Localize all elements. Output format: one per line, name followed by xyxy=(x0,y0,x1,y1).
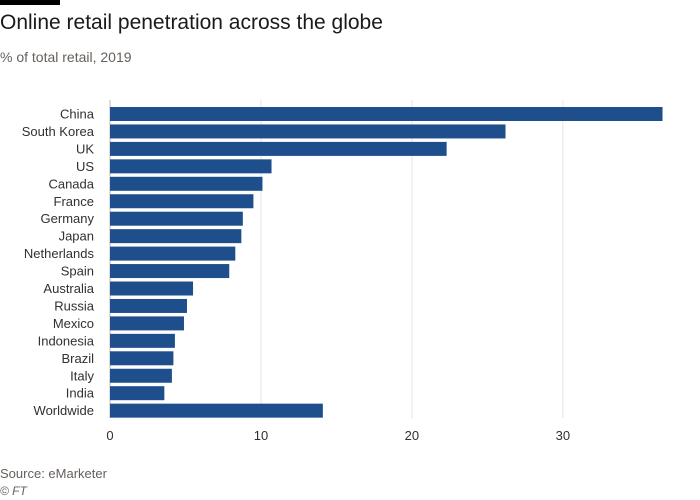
category-label: China xyxy=(60,107,95,122)
category-label: US xyxy=(76,159,94,174)
category-label: India xyxy=(66,386,95,401)
category-label: South Korea xyxy=(22,124,95,139)
bar-indonesia xyxy=(110,333,175,348)
category-label: Germany xyxy=(41,211,95,226)
category-label: Worldwide xyxy=(34,403,94,418)
category-label: Brazil xyxy=(61,351,94,366)
category-label: Italy xyxy=(70,368,94,383)
category-label: Spain xyxy=(61,264,94,279)
bar-japan xyxy=(110,229,242,244)
category-label: Indonesia xyxy=(38,333,95,348)
chart-title: Online retail penetration across the glo… xyxy=(0,11,383,34)
copyright-note: © FT xyxy=(0,484,27,498)
category-label: Russia xyxy=(54,298,95,313)
bar-germany xyxy=(110,211,243,226)
bar-brazil xyxy=(110,351,174,366)
category-label: Canada xyxy=(48,176,94,191)
bar-australia xyxy=(110,281,194,296)
bar-us xyxy=(110,159,272,174)
x-tick-label: 0 xyxy=(106,428,113,443)
category-label: Mexico xyxy=(53,316,94,331)
bar-south-korea xyxy=(110,124,506,139)
bar-italy xyxy=(110,368,172,383)
bar-russia xyxy=(110,298,187,313)
category-label: Netherlands xyxy=(24,246,95,261)
bar-china xyxy=(110,107,663,121)
x-tick-label: 30 xyxy=(556,428,570,443)
bar-canada xyxy=(110,176,263,191)
bar-spain xyxy=(110,264,230,279)
x-axis-ticks: 0 10 20 30 xyxy=(106,428,570,443)
bar-france xyxy=(110,194,254,209)
bar-india xyxy=(110,386,165,401)
chart-subtitle: % of total retail, 2019 xyxy=(0,49,132,65)
x-tick-label: 20 xyxy=(405,428,419,443)
x-tick-label: 10 xyxy=(254,428,268,443)
source-note: Source: eMarketer xyxy=(0,466,107,481)
bars xyxy=(110,107,663,418)
bar-netherlands xyxy=(110,246,236,261)
bar-chart: China South Korea UK US Canada France Germany J… xyxy=(22,100,663,443)
bar-mexico xyxy=(110,316,184,331)
bar-worldwide xyxy=(110,403,323,418)
category-label: UK xyxy=(76,141,94,156)
category-labels: China South Korea UK US Canada France Germany J… xyxy=(22,107,95,419)
bar-uk xyxy=(110,141,447,156)
brand-accent-bar xyxy=(0,0,60,5)
category-label: Australia xyxy=(43,281,94,296)
category-label: France xyxy=(54,194,94,209)
category-label: Japan xyxy=(59,229,94,244)
